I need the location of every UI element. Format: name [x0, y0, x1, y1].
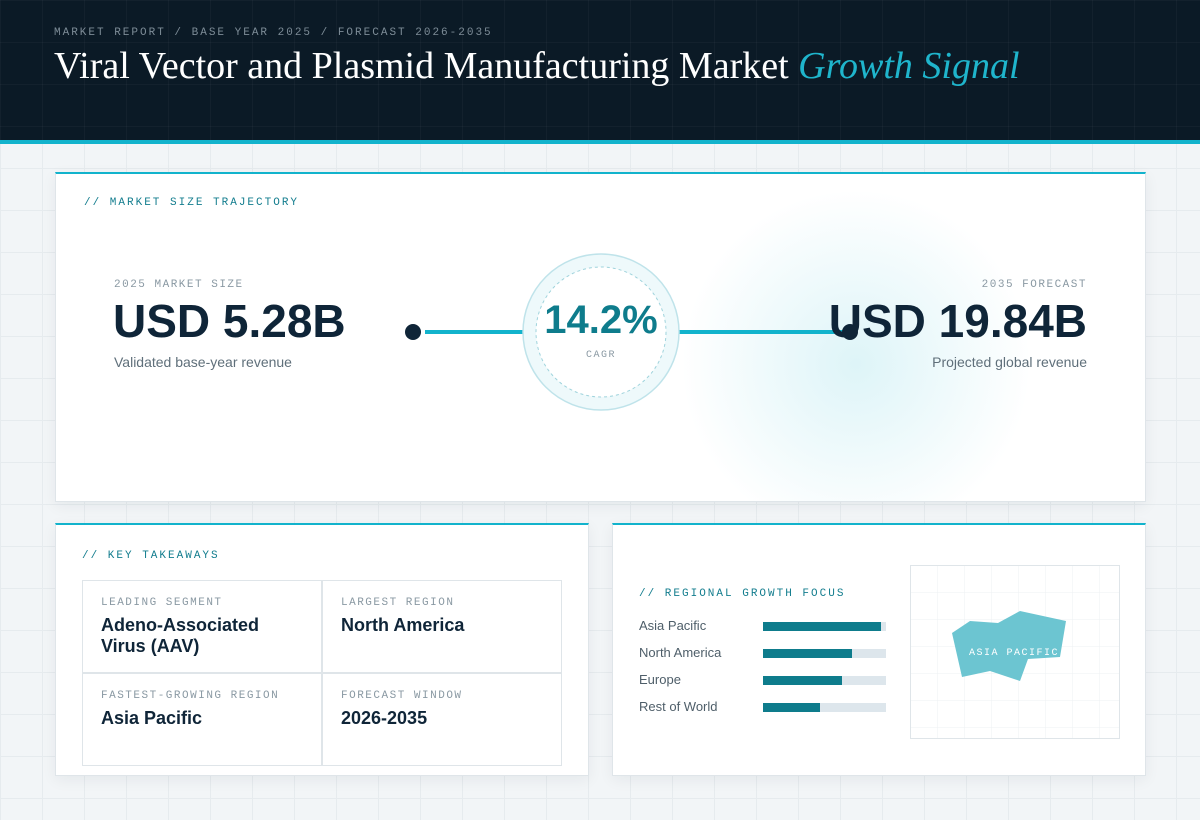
- section-label: // REGIONAL GROWTH FOCUS: [639, 588, 846, 600]
- connector: [405, 253, 851, 411]
- region-name: North America: [639, 645, 722, 660]
- start-dot: [405, 324, 421, 340]
- takeaway-label: LARGEST REGION: [341, 597, 455, 609]
- end-label: 2035 FORECAST: [981, 279, 1087, 291]
- region-name: Asia Pacific: [639, 618, 707, 633]
- trajectory-card: // MARKET SIZE TRAJECTORY 2025 MARKET SI…: [55, 172, 1146, 502]
- title-accent: Growth Signal: [798, 45, 1020, 87]
- start-label: 2025 MARKET SIZE: [114, 279, 244, 291]
- takeaway-value: North America: [341, 615, 465, 635]
- map: ASIA PACIFIC: [910, 565, 1120, 739]
- end-dot: [842, 324, 858, 340]
- takeaway-cell: LARGEST REGION North America: [322, 580, 562, 673]
- takeaway-label: FORECAST WINDOW: [341, 690, 463, 702]
- header: MARKET REPORT / BASE YEAR 2025 / FORECAS…: [0, 0, 1200, 144]
- takeaway-label: LEADING SEGMENT: [101, 597, 223, 609]
- eyebrow: MARKET REPORT / BASE YEAR 2025 / FORECAS…: [54, 27, 493, 39]
- map-label: ASIA PACIFIC: [969, 648, 1059, 659]
- cagr-label: CAGR: [585, 350, 616, 361]
- bar: [763, 676, 842, 685]
- takeaway-cell: LEADING SEGMENT Adeno-Associated Virus (A…: [82, 580, 322, 673]
- takeaway-value: Asia Pacific: [101, 708, 203, 728]
- takeaway-cell: FASTEST-GROWING REGION Asia Pacific: [82, 673, 322, 766]
- cagr-inner: [535, 266, 667, 398]
- region-name: Rest of World: [639, 699, 718, 714]
- takeaway-value: 2026-2035: [341, 708, 428, 728]
- takeaway-label: FASTEST-GROWING REGION: [101, 690, 280, 702]
- end-note: Projected global revenue: [932, 354, 1087, 370]
- end-dot-wrap: [842, 324, 858, 340]
- bar: [763, 703, 820, 712]
- takeaway-value: Adeno-Associated Virus (AAV): [101, 615, 260, 656]
- takeaway-cell: FORECAST WINDOW 2026-2035: [322, 673, 562, 766]
- bar-track: [763, 703, 886, 712]
- map-region: [952, 611, 1066, 681]
- region-name: Europe: [639, 672, 681, 687]
- section-label: // KEY TAKEAWAYS: [82, 550, 220, 562]
- end-value: USD 19.84B: [828, 295, 1087, 347]
- cagr-value: 14.2%: [544, 298, 658, 342]
- regional-card: // REGIONAL GROWTH FOCUS Asia Pacific Nor…: [612, 523, 1146, 776]
- takeaways-card: // KEY TAKEAWAYS LEADING SEGMENT Adeno-As…: [55, 523, 589, 776]
- start-note: Validated base-year revenue: [114, 354, 292, 370]
- page-title: Viral Vector and Plasmid Manufacturing M…: [54, 44, 1020, 88]
- section-label: // MARKET SIZE TRAJECTORY: [84, 197, 300, 209]
- glow: [656, 184, 1056, 501]
- bar: [763, 622, 882, 631]
- title-main: Viral Vector and Plasmid Manufacturing M…: [54, 45, 789, 87]
- bar: [763, 649, 852, 658]
- start-value: USD 5.28B: [113, 295, 346, 347]
